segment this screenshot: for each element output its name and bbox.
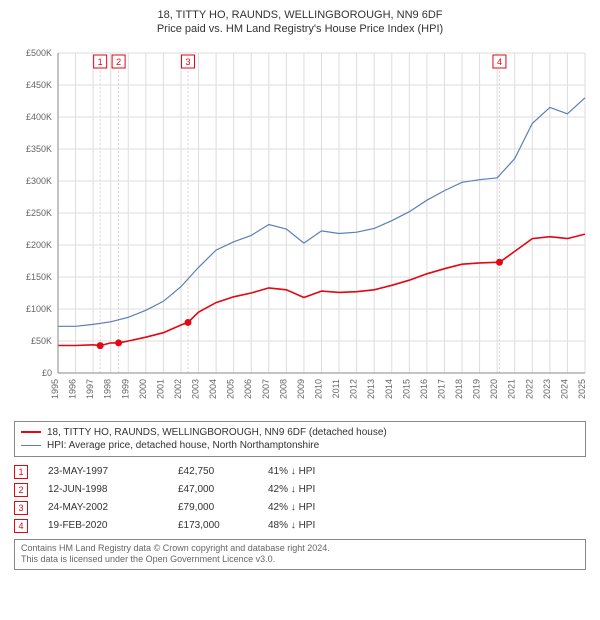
sales-row-marker: 3: [14, 501, 28, 515]
chart-title-line1: 18, TITTY HO, RAUNDS, WELLINGBOROUGH, NN…: [10, 8, 590, 22]
x-tick-label: 2013: [366, 379, 376, 399]
legend-label: 18, TITTY HO, RAUNDS, WELLINGBOROUGH, NN…: [47, 427, 387, 438]
x-tick-label: 2010: [314, 379, 324, 399]
x-tick-label: 1999: [120, 379, 130, 399]
y-tick-label: £250K: [26, 208, 52, 218]
x-tick-label: 2000: [138, 379, 148, 399]
x-tick-label: 2025: [577, 379, 587, 399]
sale-marker-dot: [97, 342, 104, 349]
x-tick-label: 2015: [401, 379, 411, 399]
sales-row-date: 24-MAY-2002: [48, 502, 178, 513]
y-tick-label: £500K: [26, 48, 52, 58]
chart-title-line2: Price paid vs. HM Land Registry's House …: [10, 22, 590, 36]
sale-marker-number: 3: [185, 57, 190, 67]
x-tick-label: 2011: [331, 379, 341, 398]
sales-row-date: 19-FEB-2020: [48, 520, 178, 531]
x-tick-label: 2018: [454, 379, 464, 399]
y-tick-label: £450K: [26, 80, 52, 90]
x-tick-label: 2022: [524, 379, 534, 399]
legend: 18, TITTY HO, RAUNDS, WELLINGBOROUGH, NN…: [14, 421, 586, 457]
sales-row: 1 23-MAY-1997£42,75041% ↓ HPI: [14, 463, 586, 481]
sales-row-price: £173,000: [178, 520, 268, 531]
sales-row-marker: 4: [14, 519, 28, 533]
sale-marker-dot: [115, 339, 122, 346]
x-tick-label: 2020: [489, 379, 499, 399]
sales-row-marker: 2: [14, 483, 28, 497]
x-tick-label: 1998: [103, 379, 113, 399]
x-tick-label: 2005: [226, 379, 236, 399]
x-tick-label: 2023: [542, 379, 552, 399]
sales-row-pct: 42% ↓ HPI: [268, 484, 358, 495]
sale-marker-dot: [496, 258, 503, 265]
y-tick-label: £400K: [26, 112, 52, 122]
x-tick-label: 2002: [173, 379, 183, 399]
sales-table: 1 23-MAY-1997£42,75041% ↓ HPI 2 12-JUN-1998…: [14, 463, 586, 535]
sales-row-pct: 41% ↓ HPI: [268, 466, 358, 477]
x-tick-label: 2024: [559, 379, 569, 399]
sale-marker-dot: [184, 319, 191, 326]
chart-plot-area: £0 £50K £100K £150K £200K £250K £300K £350K £400…: [10, 43, 590, 413]
x-tick-label: 1996: [68, 379, 78, 399]
sale-marker-number: 4: [497, 57, 502, 67]
y-tick-label: £150K: [26, 272, 52, 282]
x-tick-label: 2007: [261, 379, 271, 399]
footer-line1: Contains HM Land Registry data © Crown c…: [21, 543, 579, 555]
chart-svg: £0 £50K £100K £150K £200K £250K £300K £350K £400…: [10, 43, 590, 413]
sales-row-pct: 48% ↓ HPI: [268, 520, 358, 531]
legend-label: HPI: Average price, detached house, Nort…: [47, 440, 319, 451]
x-tick-label: 2017: [436, 379, 446, 399]
y-tick-label: £350K: [26, 144, 52, 154]
y-tick-label: £50K: [31, 336, 52, 346]
y-tick-label: £300K: [26, 176, 52, 186]
x-tick-label: 2006: [243, 379, 253, 399]
x-tick-label: 2012: [349, 379, 359, 399]
sale-marker-number: 1: [98, 57, 103, 67]
x-tick-label: 1995: [50, 379, 60, 399]
legend-swatch: [21, 431, 41, 433]
x-tick-label: 1997: [85, 379, 95, 399]
chart-container: 18, TITTY HO, RAUNDS, WELLINGBOROUGH, NN…: [0, 0, 600, 576]
sales-row-marker: 1: [14, 465, 28, 479]
sales-row-price: £79,000: [178, 502, 268, 513]
sales-row-date: 12-JUN-1998: [48, 484, 178, 495]
x-tick-label: 2014: [384, 379, 394, 399]
legend-item: 18, TITTY HO, RAUNDS, WELLINGBOROUGH, NN…: [21, 426, 579, 439]
x-tick-label: 2008: [278, 379, 288, 399]
sales-row: 2 12-JUN-1998£47,00042% ↓ HPI: [14, 481, 586, 499]
sales-row-pct: 42% ↓ HPI: [268, 502, 358, 513]
legend-swatch: [21, 445, 41, 446]
y-tick-label: £0: [42, 368, 52, 378]
x-tick-label: 2004: [208, 379, 218, 399]
legend-item: HPI: Average price, detached house, Nort…: [21, 439, 579, 452]
x-tick-label: 2019: [472, 379, 482, 399]
x-tick-label: 2009: [296, 379, 306, 399]
sales-row: 4 19-FEB-2020£173,00048% ↓ HPI: [14, 517, 586, 535]
x-tick-label: 2001: [155, 379, 165, 399]
x-tick-label: 2016: [419, 379, 429, 399]
sales-row: 3 24-MAY-2002£79,00042% ↓ HPI: [14, 499, 586, 517]
sales-row-price: £42,750: [178, 466, 268, 477]
x-tick-label: 2003: [191, 379, 201, 399]
y-tick-label: £100K: [26, 304, 52, 314]
sales-row-price: £47,000: [178, 484, 268, 495]
sale-marker-number: 2: [116, 57, 121, 67]
footer-line2: This data is licensed under the Open Gov…: [21, 554, 579, 566]
sales-row-date: 23-MAY-1997: [48, 466, 178, 477]
attribution-footer: Contains HM Land Registry data © Crown c…: [14, 539, 586, 570]
x-tick-label: 2021: [507, 379, 517, 399]
y-tick-label: £200K: [26, 240, 52, 250]
